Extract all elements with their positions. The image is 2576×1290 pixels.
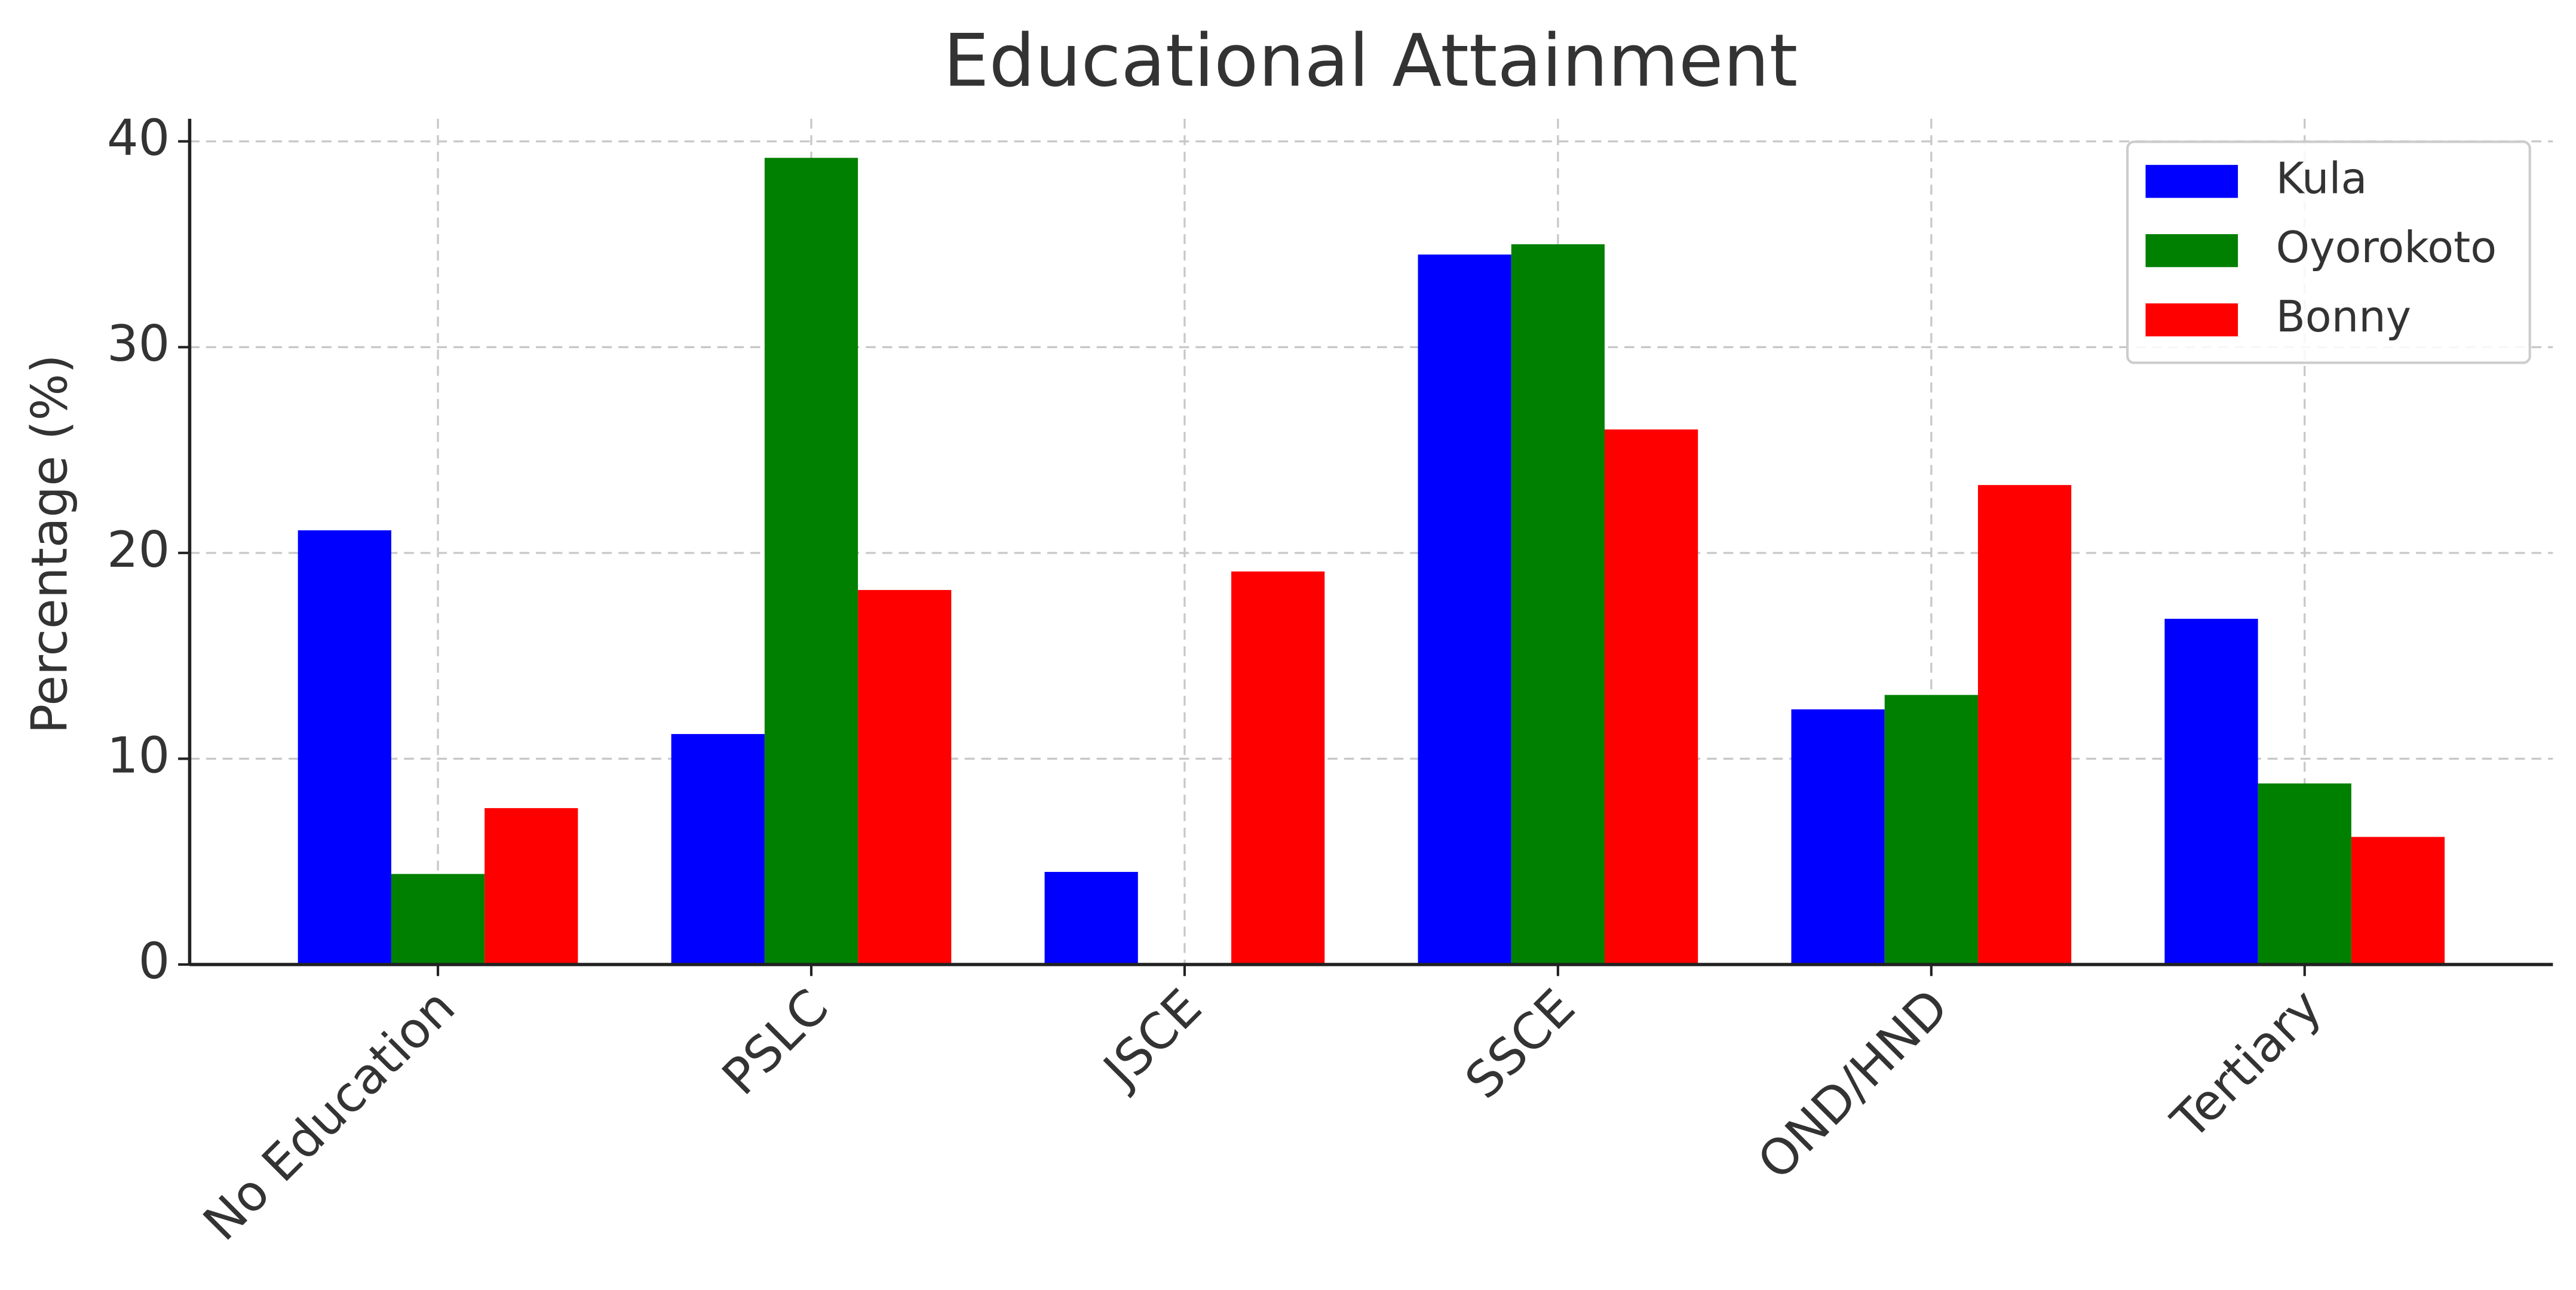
bars (298, 158, 2445, 965)
bar (1231, 571, 1325, 965)
legend-swatch (2145, 303, 2238, 337)
bar (2164, 619, 2258, 965)
y-tick-label: 40 (107, 109, 170, 167)
x-tick-label: OND/HND (1747, 978, 1959, 1191)
bar (764, 158, 858, 965)
y-tick-label: 30 (107, 315, 170, 373)
legend: Kula Oyorokoto Bonny (2126, 140, 2531, 364)
bar (298, 530, 391, 965)
legend-swatch (2145, 165, 2238, 198)
legend-label: Bonny (2276, 291, 2412, 342)
x-tick-label: SSCE (1454, 978, 1586, 1110)
x-tick-label: Tertiary (2160, 978, 2333, 1151)
y-tick-label: 0 (139, 932, 170, 990)
bar (1044, 871, 1138, 965)
bar (1511, 244, 1605, 965)
bar (1884, 695, 1978, 965)
bar (1604, 429, 1698, 965)
bar (1418, 254, 1511, 965)
legend-swatch (2145, 234, 2238, 268)
bar (858, 589, 952, 965)
chart-title: Educational Attainment (943, 19, 1798, 103)
bar (391, 874, 485, 965)
bar (484, 808, 578, 965)
y-tick-label: 10 (107, 726, 170, 784)
bar (671, 734, 765, 965)
legend-label: Kula (2276, 153, 2368, 203)
legend-label: Oyorokoto (2276, 222, 2497, 272)
x-tick-label: No Education (192, 978, 466, 1252)
x-tick-label: PSLC (711, 978, 839, 1107)
x-tick-label: JSCE (1090, 978, 1212, 1100)
y-axis-label: Percentage (%) (20, 354, 78, 733)
bar (1977, 485, 2072, 965)
bar (2351, 837, 2445, 965)
y-tick-label: 20 (107, 521, 170, 579)
bar (2258, 783, 2351, 965)
bar (1791, 709, 1885, 965)
